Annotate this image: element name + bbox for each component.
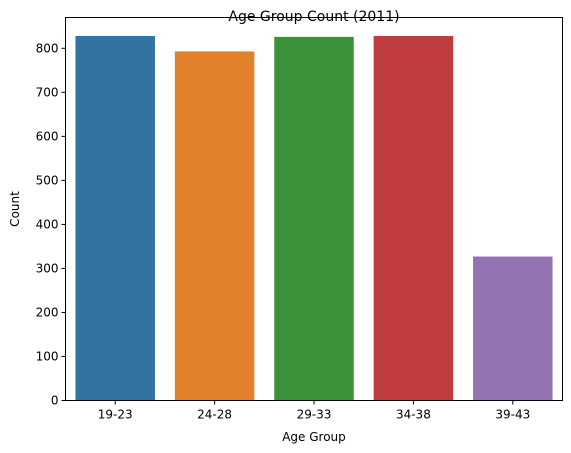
y-tick-label: 400 — [36, 217, 59, 231]
plot-frame — [65, 17, 563, 401]
bar-24-28 — [174, 51, 255, 401]
bars-group — [75, 35, 553, 401]
x-tick-label: 39-43 — [495, 408, 530, 422]
y-axis-label: Count — [8, 191, 22, 227]
y-tick-label: 300 — [36, 261, 59, 275]
x-tick-label: 24-28 — [197, 408, 232, 422]
bar-19-23 — [75, 35, 155, 401]
x-tick-label: 29-33 — [297, 408, 332, 422]
y-tick-label: 500 — [36, 173, 59, 187]
y-tick-label: 200 — [36, 305, 59, 319]
x-ticks-group: 19-23 24-28 29-33 34-38 39-43 — [98, 400, 530, 422]
bar-29-33 — [274, 36, 354, 401]
y-tick-label: 0 — [51, 394, 59, 408]
y-tick-label: 100 — [36, 349, 59, 363]
y-tick-label: 800 — [36, 41, 59, 55]
x-tick-label: 19-23 — [98, 408, 133, 422]
x-axis-label: Age Group — [282, 430, 346, 444]
bar-39-43 — [473, 256, 553, 401]
y-ticks-group: 0 100 200 300 400 500 600 700 800 — [36, 41, 66, 408]
x-tick-label: 34-38 — [396, 408, 431, 422]
y-tick-label: 700 — [36, 85, 59, 99]
bar-34-38 — [373, 35, 454, 401]
y-tick-label: 600 — [36, 129, 59, 143]
